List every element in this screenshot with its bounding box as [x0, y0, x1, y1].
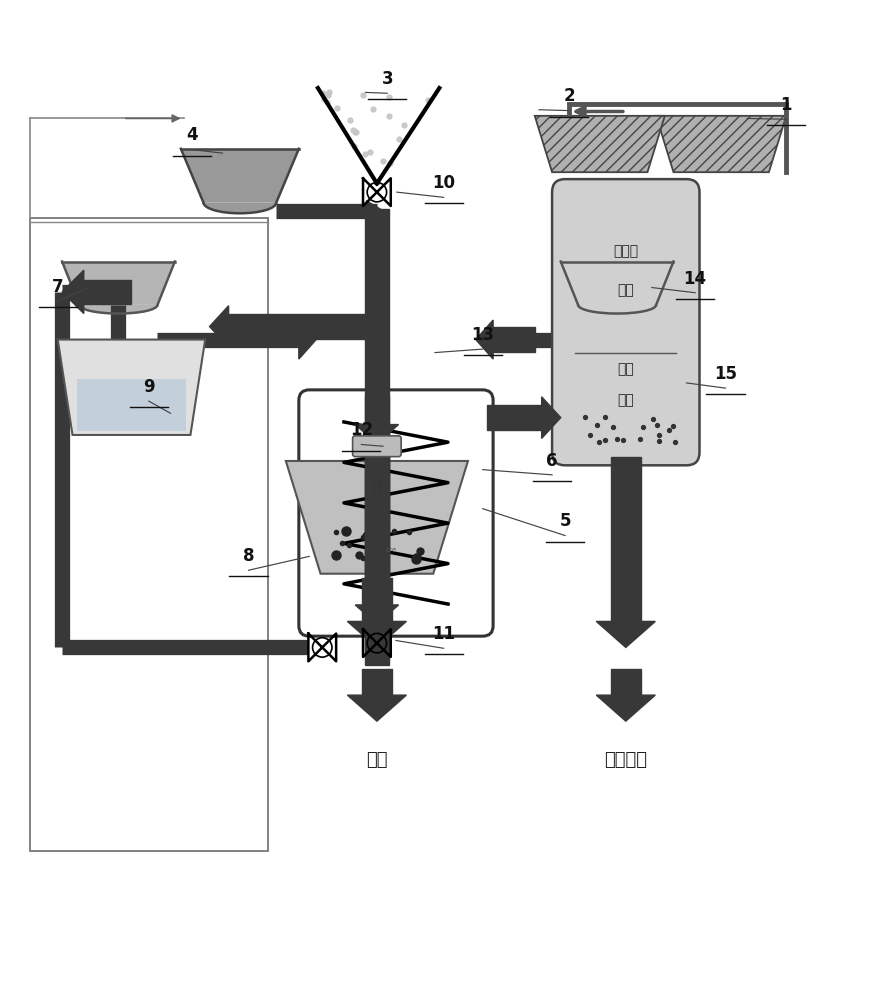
Polygon shape [209, 306, 229, 347]
Polygon shape [655, 116, 786, 172]
Polygon shape [364, 209, 388, 605]
FancyBboxPatch shape [552, 179, 699, 465]
Text: 有价矿物: 有价矿物 [604, 751, 647, 769]
Polygon shape [595, 695, 654, 721]
Polygon shape [364, 626, 388, 634]
Text: ore: ore [385, 547, 396, 553]
Polygon shape [347, 695, 406, 721]
Polygon shape [561, 262, 673, 305]
Polygon shape [299, 327, 300, 352]
Polygon shape [203, 203, 276, 213]
Polygon shape [541, 397, 561, 438]
Polygon shape [286, 461, 468, 574]
Polygon shape [181, 149, 299, 203]
Text: 材料: 材料 [617, 283, 634, 297]
Text: 2: 2 [563, 87, 574, 105]
Text: 9: 9 [143, 378, 155, 396]
Polygon shape [57, 340, 205, 435]
Polygon shape [347, 621, 406, 647]
Polygon shape [534, 116, 664, 172]
Text: 解吸: 解吸 [617, 362, 634, 376]
Polygon shape [299, 320, 315, 359]
Text: 8: 8 [242, 547, 254, 565]
Polygon shape [610, 457, 640, 621]
Text: 粘合剂: 粘合剂 [613, 244, 638, 258]
Polygon shape [364, 396, 388, 657]
FancyBboxPatch shape [352, 436, 401, 457]
Text: 10: 10 [432, 174, 454, 192]
Polygon shape [493, 327, 534, 352]
FancyBboxPatch shape [299, 390, 493, 636]
Polygon shape [362, 669, 391, 695]
Polygon shape [487, 405, 541, 430]
Polygon shape [62, 270, 83, 314]
Text: 5: 5 [559, 512, 570, 530]
Polygon shape [83, 280, 131, 304]
Polygon shape [364, 425, 388, 665]
Bar [30, 218, 269, 851]
Text: 11: 11 [432, 625, 454, 643]
Polygon shape [355, 605, 398, 624]
Polygon shape [229, 314, 364, 339]
Text: 14: 14 [683, 270, 706, 288]
Text: 1: 1 [779, 96, 791, 114]
Polygon shape [62, 262, 175, 305]
Text: 6: 6 [546, 452, 557, 470]
Polygon shape [79, 305, 157, 314]
Polygon shape [76, 379, 186, 431]
Text: 4: 4 [186, 126, 198, 144]
Text: 15: 15 [713, 365, 736, 383]
Polygon shape [362, 578, 391, 621]
Text: 13: 13 [471, 326, 494, 344]
Text: 12: 12 [349, 421, 373, 439]
Polygon shape [577, 305, 655, 314]
Text: 矿石: 矿石 [366, 751, 388, 769]
Text: 水: 水 [372, 480, 381, 494]
Polygon shape [475, 320, 493, 359]
Polygon shape [595, 621, 654, 647]
Text: 3: 3 [381, 70, 393, 88]
Polygon shape [355, 425, 398, 444]
Text: 试剂: 试剂 [617, 393, 634, 407]
Polygon shape [366, 201, 383, 222]
Text: 7: 7 [52, 278, 63, 296]
Polygon shape [610, 669, 640, 695]
